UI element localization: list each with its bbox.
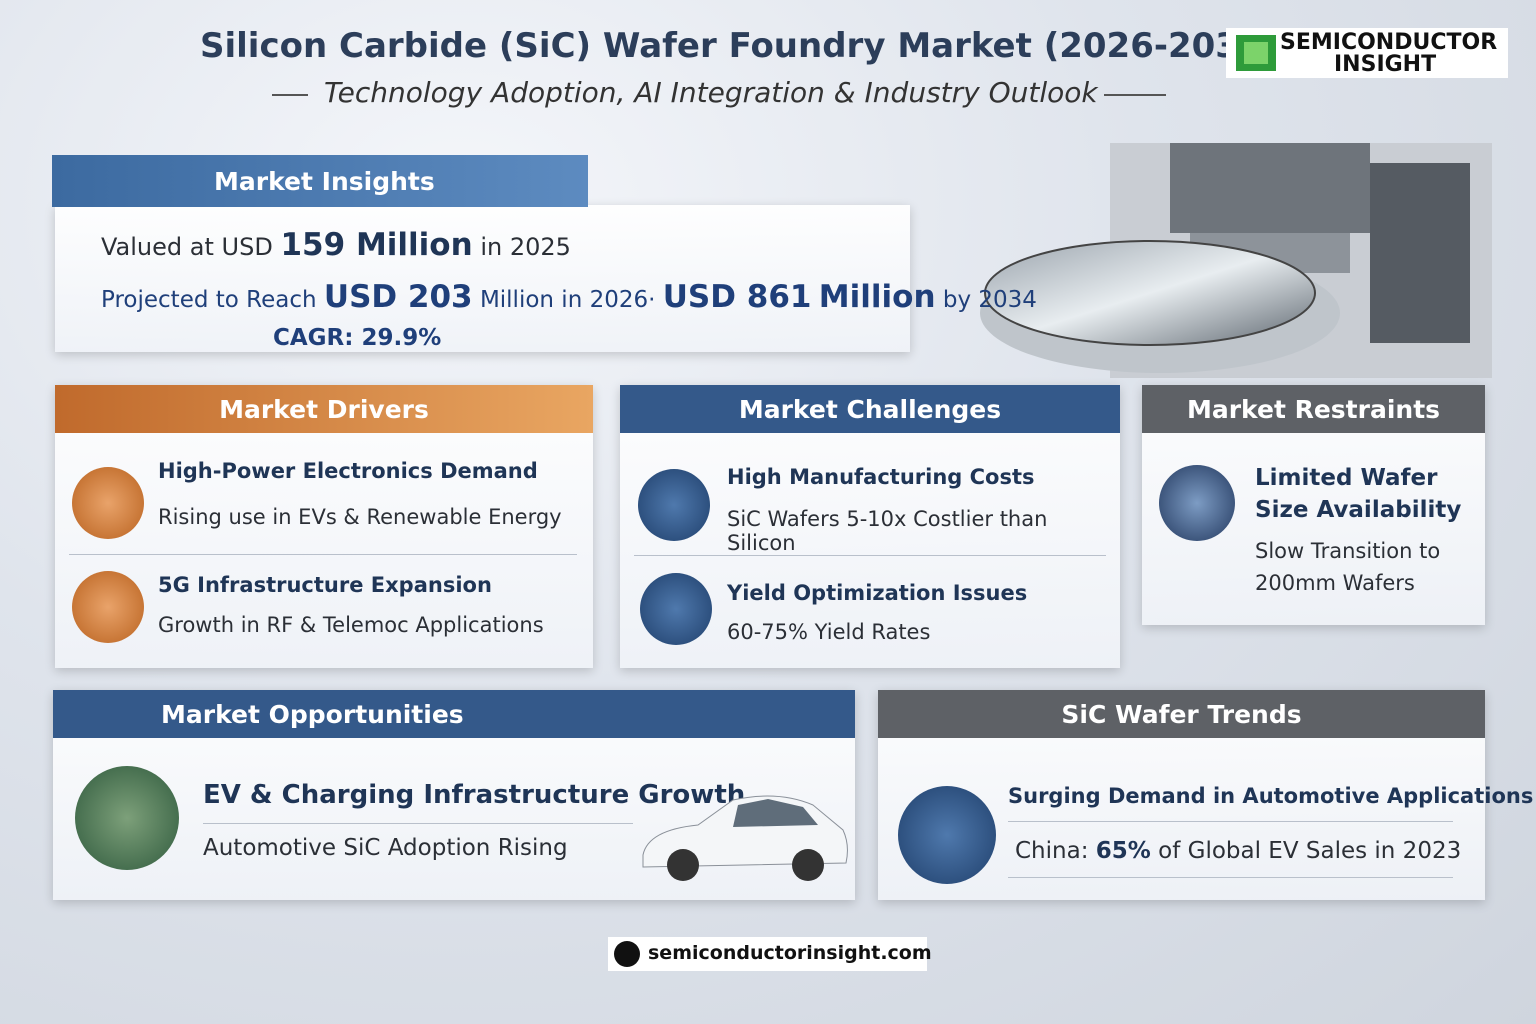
opportunities-panel: Market Opportunities EV & Charging Infra… — [53, 690, 855, 900]
value: USD 203 — [323, 279, 473, 315]
car-image — [642, 795, 848, 881]
divider — [203, 823, 633, 824]
restraints-panel: Market Restraints Limited Wafer Size Ava… — [1142, 385, 1485, 625]
item-text: Rising use in EVs & Renewable Energy — [158, 505, 562, 529]
text: Valued at USD — [101, 233, 273, 261]
item-text: Automotive SiC Adoption Rising — [203, 835, 568, 861]
footer-url: semiconductorinsight.com — [648, 942, 932, 964]
value: USD 861 — [662, 279, 812, 315]
logo: SEMICONDUCTOR INSIGHT — [1226, 28, 1508, 78]
wafer-image — [980, 143, 1492, 378]
item-text: 200mm Wafers — [1255, 571, 1415, 595]
value: Million — [818, 279, 936, 315]
divider — [272, 94, 308, 96]
drivers-panel: Market Drivers High-Power Electronics De… — [55, 385, 593, 668]
divider — [1008, 877, 1453, 878]
insights-panel: Valued at USD 159 Million in 2025 Projec… — [55, 205, 1037, 352]
text: of Global EV Sales in 2023 — [1158, 838, 1462, 864]
page-subtitle: Technology Adoption, AI Integration & In… — [324, 76, 1098, 109]
section-heading: Market Restraints — [1142, 385, 1485, 433]
item-text: China: 65% of Global EV Sales in 2023 — [1015, 838, 1461, 864]
item-title: High-Power Electronics Demand — [158, 459, 538, 483]
globe-icon — [614, 941, 640, 967]
insight-line: Valued at USD 159 Million in 2025 — [101, 227, 571, 263]
icon — [638, 469, 710, 541]
text: by 2034 — [942, 287, 1037, 313]
value: 159 Million — [280, 227, 473, 263]
item-title: Yield Optimization Issues — [727, 581, 1028, 605]
insight-line: Projected to Reach USD 203 Million in 20… — [101, 279, 1037, 315]
divider — [1104, 94, 1166, 96]
icon — [640, 573, 712, 645]
logo-text: SEMICONDUCTOR — [1280, 30, 1498, 55]
item-title: EV & Charging Infrastructure Growth — [203, 780, 746, 810]
section-heading: SiC Wafer Trends — [878, 690, 1485, 738]
item-text: SiC Wafers 5-10x Costlier than Silicon — [727, 507, 1048, 555]
challenges-panel: Market Challenges High Manufacturing Cos… — [620, 385, 1120, 668]
item-text: Slow Transition to — [1255, 539, 1441, 563]
item-text: 60-75% Yield Rates — [727, 620, 931, 644]
insights-heading: Market Insights — [52, 155, 588, 207]
divider — [634, 555, 1106, 556]
icon — [72, 571, 144, 643]
logo-chip — [1236, 35, 1276, 71]
divider — [1008, 821, 1453, 822]
item-text: Growth in RF & Telemoc Applications — [158, 613, 544, 637]
icon — [898, 786, 996, 884]
item-title: High Manufacturing Costs — [727, 465, 1035, 489]
text: Million in 2026· — [479, 287, 656, 313]
footer: semiconductorinsight.com — [608, 937, 932, 971]
icon — [72, 467, 144, 539]
icon — [75, 766, 179, 870]
section-heading: Market Drivers — [55, 385, 593, 433]
item-title: Size Availability — [1255, 497, 1462, 523]
trends-panel: SiC Wafer Trends Surging Demand in Autom… — [878, 690, 1533, 900]
text: in 2025 — [480, 233, 571, 261]
divider — [69, 554, 577, 555]
icon — [1159, 465, 1235, 541]
cagr: CAGR: 29.9% — [273, 325, 442, 351]
page-title: Silicon Carbide (SiC) Wafer Foundry Mark… — [200, 26, 1292, 66]
section-heading: Market Challenges — [620, 385, 1120, 433]
value: 65% — [1095, 838, 1151, 864]
logo-text: INSIGHT — [1334, 52, 1437, 77]
item-title: Surging Demand in Automotive Application… — [1008, 784, 1534, 808]
text: China: — [1015, 838, 1089, 864]
text: Projected to Reach — [101, 287, 317, 313]
item-title: Limited Wafer — [1255, 465, 1438, 491]
item-title: 5G Infrastructure Expansion — [158, 573, 492, 597]
section-heading: Market Opportunities — [53, 690, 855, 738]
